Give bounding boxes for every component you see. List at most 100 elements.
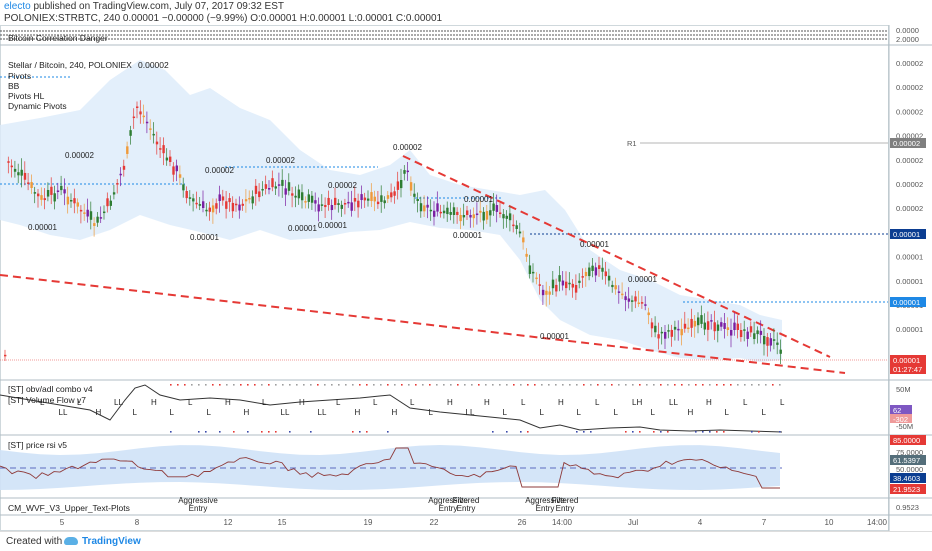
candle-body — [182, 184, 185, 191]
candle-body — [492, 203, 495, 211]
candle-body — [779, 349, 782, 354]
obv-pane[interactable]: LLLLHLLLHLLLHHLLLHLLLHLHLLHLLHLLLHLLLLHL… — [0, 384, 785, 433]
candle-body — [654, 325, 657, 333]
candle-body — [360, 194, 363, 201]
time-label: Jul — [628, 518, 638, 527]
rsi-tag-text: 61.5397 — [893, 456, 920, 465]
obv-dot — [198, 431, 200, 433]
obv-dot — [429, 384, 431, 386]
trend-line-lower — [0, 274, 846, 374]
main-price-pane[interactable]: R1 0.000020.000020.000020.000020.000020.… — [0, 60, 888, 374]
volume-flow-mark: LL — [318, 408, 327, 417]
published-text: published on TradingView.com, July 07, 2… — [33, 1, 285, 12]
candle-body — [178, 174, 182, 178]
volume-flow-mark: L — [40, 398, 45, 407]
candle-body — [512, 224, 515, 227]
candle-body — [383, 200, 386, 204]
obv-dot — [576, 431, 578, 433]
obv-dot — [170, 384, 172, 386]
candle-body — [324, 205, 327, 208]
volume-flow-mark: L — [262, 398, 267, 407]
rsi-pane[interactable]: [ST] price rsi v5 — [0, 440, 782, 490]
candle-body — [205, 209, 208, 212]
obv-dot — [198, 384, 200, 386]
price-axis[interactable]: 0.00002.00000.000020.000020.000020.00002… — [890, 26, 926, 512]
obv-dot — [345, 384, 347, 386]
candle-body — [165, 157, 169, 161]
obv-dot — [583, 431, 585, 433]
candle-body — [409, 182, 413, 191]
candle-body — [66, 196, 70, 205]
obv-dot — [380, 384, 382, 386]
price-tag — [890, 138, 926, 148]
price-annotation: 0.00002 — [393, 143, 422, 152]
price-tag-text: 0.00001 — [893, 230, 920, 239]
legend-item: Pivots — [8, 71, 31, 81]
candle-body — [274, 186, 277, 189]
candle-body — [647, 312, 650, 316]
volume-flow-mark: H — [225, 398, 231, 407]
obv-dot — [590, 384, 592, 386]
candle-body — [548, 291, 551, 295]
price-annotation: 0.00001 — [288, 224, 317, 233]
obv-dot — [716, 384, 718, 386]
candle-body — [13, 168, 17, 172]
axis-value: 0.00001 — [896, 325, 923, 334]
price-tag-text: 0.00002 — [893, 139, 920, 148]
volume-flow-mark: H — [688, 408, 694, 417]
candle-body — [188, 197, 192, 199]
volume-flow-mark: H — [299, 398, 305, 407]
obv-dot — [639, 384, 641, 386]
obv-dot — [212, 384, 214, 386]
obv-dot — [324, 384, 326, 386]
candle-body — [584, 271, 588, 277]
candle-body — [103, 211, 106, 214]
candle-body — [670, 329, 673, 337]
volume-flow-mark: H — [447, 398, 453, 407]
candle-body — [673, 326, 677, 330]
obv-dot — [723, 431, 725, 433]
candle-body — [23, 172, 27, 180]
volume-flow-title: [ST] Volume Flow v7 — [8, 395, 86, 405]
candle-body — [155, 141, 159, 145]
candle-body — [116, 183, 119, 185]
wvf-pane[interactable]: CM_WVF_V3_Upper_Text-Plots AggressiveEnt… — [8, 496, 578, 513]
candle-body — [93, 223, 96, 226]
price-tag-text: 01:27:47 — [893, 365, 922, 374]
chart-canvas[interactable]: Bitcoin Correlation Danger R1 0.000020.0… — [0, 0, 932, 531]
candle-body — [363, 197, 367, 201]
candle-body — [350, 202, 353, 211]
author-link[interactable]: electo — [4, 1, 31, 12]
candle-body — [499, 212, 502, 214]
candle-body — [766, 337, 769, 346]
rsi-tag-text: 38.4603 — [893, 474, 920, 483]
candle-body — [122, 165, 126, 170]
candle-body — [611, 284, 614, 288]
obv-dot — [177, 384, 179, 386]
candle-body — [119, 173, 122, 176]
obv-dot — [660, 384, 662, 386]
candle-body — [403, 170, 406, 174]
time-axis[interactable]: 5 8 12 15 19 22 26 14:00 Jul 4 7 10 14:00 — [60, 518, 888, 527]
candle-body — [297, 189, 301, 199]
candle-body — [327, 197, 330, 205]
candle-body — [489, 210, 492, 216]
candle-body — [53, 193, 56, 202]
price-annotation: 0.00001 — [190, 233, 219, 242]
candle-body — [258, 191, 261, 198]
volume-flow-mark: L — [614, 408, 619, 417]
tradingview-brand-link[interactable]: TradingView — [82, 536, 141, 547]
volume-flow-mark: LL — [669, 398, 678, 407]
obv-dot — [625, 384, 627, 386]
candle-body — [96, 216, 99, 223]
obv-dot — [632, 431, 634, 433]
candle-body — [442, 210, 446, 214]
candle-body — [215, 203, 218, 209]
obv-dot — [191, 384, 193, 386]
candle-body — [347, 201, 350, 204]
candle-body — [334, 197, 337, 205]
axis-value: 0.00002 — [896, 180, 923, 189]
